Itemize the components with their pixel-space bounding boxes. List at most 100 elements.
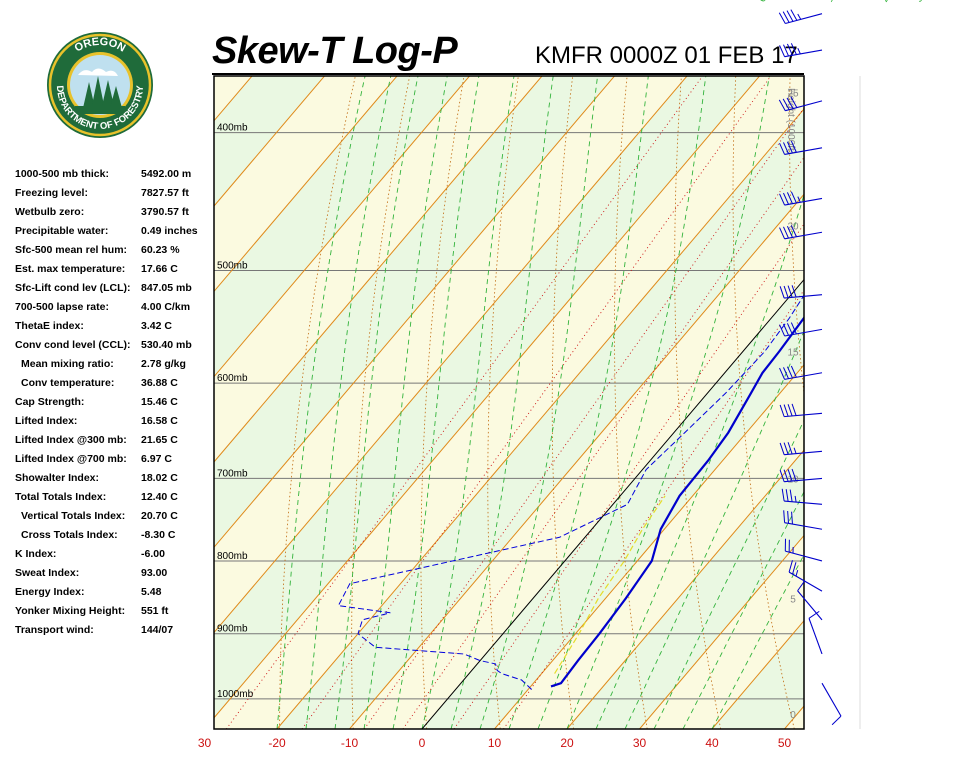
barb-staff	[785, 100, 823, 112]
index-label: Lifted Index @700 mb:	[15, 453, 127, 465]
barb-staff	[784, 294, 823, 299]
barb-flag	[790, 322, 797, 335]
index-value: 21.65 C	[141, 434, 178, 446]
wind-barb	[779, 365, 823, 380]
wind-barb	[778, 9, 823, 25]
index-value: 16.58 C	[141, 415, 178, 427]
barb-flag	[786, 97, 794, 109]
index-label: Est. max temperature:	[15, 263, 126, 275]
moist-adiabat	[624, 329, 804, 729]
x-tick-label: 10	[488, 736, 502, 750]
logo-top-text: OREGON	[73, 36, 128, 55]
index-value: 0.49 inches	[141, 225, 198, 237]
barb-flag	[791, 403, 797, 416]
barb-flag	[779, 45, 786, 57]
barb-flag	[787, 442, 793, 455]
index-value: -6.00	[141, 548, 165, 560]
barb-flag	[791, 285, 797, 298]
pressure-label: 500mb	[217, 260, 248, 271]
barb-flag	[786, 366, 793, 379]
logo-cloud	[78, 68, 118, 76]
barb-flag	[783, 469, 789, 482]
barb-flag	[779, 442, 785, 455]
height-tick-label: 20	[787, 222, 799, 233]
parcel-trace	[554, 495, 666, 674]
index-label: Sfc-500 mean rel hum:	[15, 244, 128, 256]
index-value: -8.30 C	[141, 529, 176, 541]
moist-adiabat	[421, 76, 515, 729]
pressure-label: 400mb	[217, 123, 248, 134]
pressure-label: 1000mb	[217, 689, 254, 700]
moist-adiabat	[508, 76, 649, 729]
barb-half-flag	[797, 13, 802, 20]
wind-barb	[779, 225, 823, 240]
barb-flag	[786, 43, 793, 56]
index-row: Vertical Totals Index: 20.70 C	[15, 510, 215, 529]
index-row: Cross Totals Index: -8.30 C	[15, 529, 215, 548]
index-label: 1000-500 mb thick:	[15, 168, 109, 180]
dry-adiabat	[279, 76, 356, 729]
index-row: Lifted Index: 16.58 C	[15, 415, 215, 434]
barb-flag	[786, 192, 793, 204]
dry-adiabat	[898, 0, 960, 729]
barb-flag	[790, 365, 797, 378]
wind-barb	[779, 43, 823, 58]
index-row: Yonker Mixing Height: 551 ft	[15, 605, 215, 624]
barb-staff	[785, 550, 823, 562]
mixing-ratio-label: 2	[879, 0, 892, 4]
index-value: 12.40 C	[141, 491, 178, 503]
barb-flag	[779, 367, 786, 380]
index-value: 36.88 C	[141, 377, 178, 389]
height-tick-label: 10	[787, 474, 799, 485]
dry-adiabat	[351, 76, 411, 729]
temperature-profile-line	[550, 315, 804, 688]
isotherm-line	[784, 705, 804, 729]
index-row: Showalter Index: 18.02 C	[15, 472, 215, 491]
barb-half-flag	[797, 196, 801, 203]
barb-flag	[788, 560, 793, 573]
barb-flag	[790, 43, 797, 55]
barb-flag	[779, 404, 785, 417]
pressure-label: 800mb	[217, 551, 248, 562]
index-row: Conv cond level (CCL): 530.40 mb	[15, 339, 215, 358]
barb-flag	[791, 468, 797, 481]
wind-barb	[783, 510, 823, 530]
oregon-forestry-logo: OREGON DEPARTMENT OF FORESTRY	[47, 32, 153, 138]
index-label: Conv temperature:	[21, 377, 115, 389]
barb-flag	[792, 562, 797, 575]
wind-barb	[808, 610, 823, 655]
index-value: 20.70 C	[141, 510, 178, 522]
isotherm-line	[349, 193, 804, 729]
index-row: Transport wind: 144/07	[15, 624, 215, 643]
index-label: Total Totals Index:	[15, 491, 107, 503]
index-label: Vertical Totals Index:	[21, 510, 126, 522]
dry-adiabat	[789, 76, 804, 397]
isotherm-line	[276, 108, 804, 729]
index-label: K Index:	[15, 548, 57, 560]
barb-staff	[784, 477, 823, 483]
index-value: 5492.00 m	[141, 168, 192, 180]
isotherm-line	[857, 0, 960, 729]
barb-flag	[783, 226, 789, 239]
index-value: 144/07	[141, 624, 174, 636]
x-tick-label: 50	[778, 736, 792, 750]
barb-staff	[821, 682, 842, 717]
dry-adiabat	[420, 76, 465, 729]
index-label: Transport wind:	[15, 624, 94, 636]
moist-adiabat	[479, 76, 599, 729]
barb-flag	[790, 96, 798, 108]
height-tick-label: 0	[790, 710, 796, 721]
index-label: Wetbulb zero:	[15, 206, 85, 218]
barb-flag	[779, 227, 786, 240]
barb-staff	[784, 197, 823, 206]
barb-flag	[786, 225, 793, 238]
barb-flag	[783, 367, 789, 379]
barb-flag	[831, 715, 842, 726]
barb-flag	[779, 469, 785, 482]
barb-staff	[808, 618, 823, 655]
zero-isotherm-line	[421, 278, 804, 729]
x-tick-label: -20	[268, 736, 286, 750]
index-value: 15.46 C	[141, 396, 178, 408]
index-row: Energy Index: 5.48	[15, 586, 215, 605]
mixing-ratio-label: 3	[913, 0, 926, 4]
